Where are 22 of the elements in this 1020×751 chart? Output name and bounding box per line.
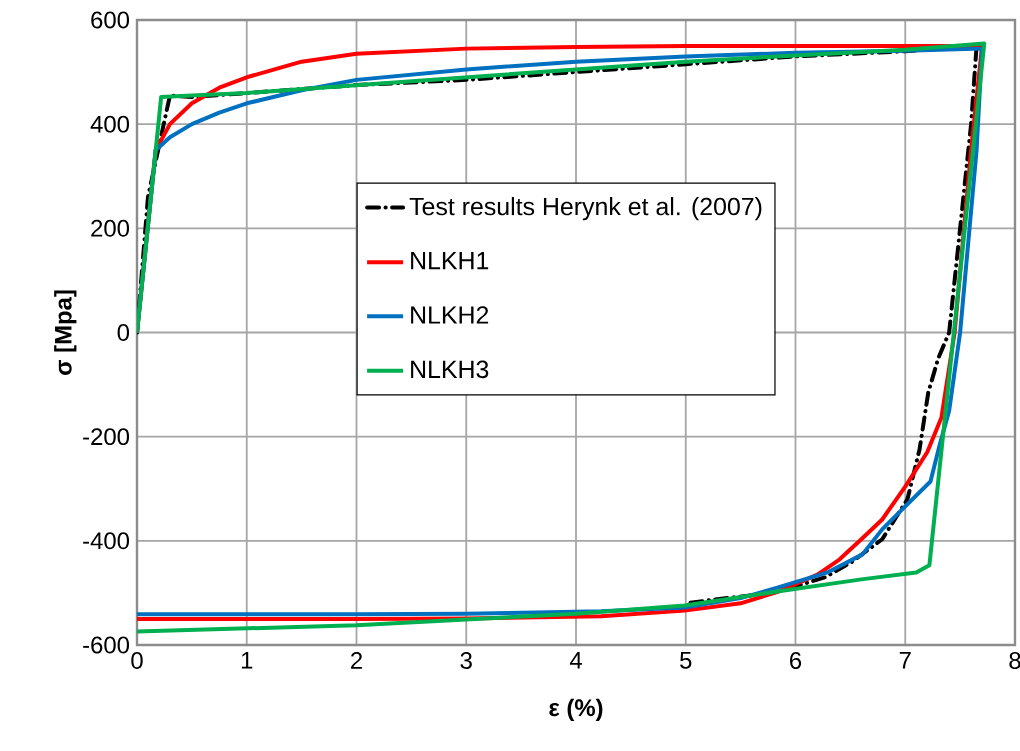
y-axis-title: σ [Mpa] <box>54 290 77 375</box>
x-tick-label: 0 <box>131 652 143 669</box>
x-tick-label: 2 <box>351 652 362 669</box>
y-tick-label: 600 <box>91 11 130 29</box>
legend-label: Test results Herynk et al. (2007) <box>409 197 762 221</box>
x-tick-label: 4 <box>569 652 582 669</box>
legend-label: NLKH2 <box>411 306 489 324</box>
y-tick-label: 200 <box>91 219 130 237</box>
x-axis-title: ε (%) <box>549 698 603 721</box>
x-tick-label: 1 <box>241 652 253 669</box>
legend-label: NLKH3 <box>411 360 489 379</box>
x-tick-label: 8 <box>1009 652 1020 669</box>
x-tick-label: 7 <box>899 652 911 669</box>
y-tick-label: -400 <box>83 532 130 550</box>
x-tick-label: 3 <box>460 652 472 669</box>
y-tick-label: -200 <box>83 428 130 446</box>
y-tick-label: -600 <box>83 636 130 654</box>
legend-label: NLKH1 <box>411 252 489 270</box>
x-tick-label: 5 <box>680 652 692 669</box>
x-tick-label: 6 <box>790 652 802 669</box>
y-tick-label: 0 <box>117 324 130 341</box>
y-tick-label: 400 <box>90 115 130 133</box>
